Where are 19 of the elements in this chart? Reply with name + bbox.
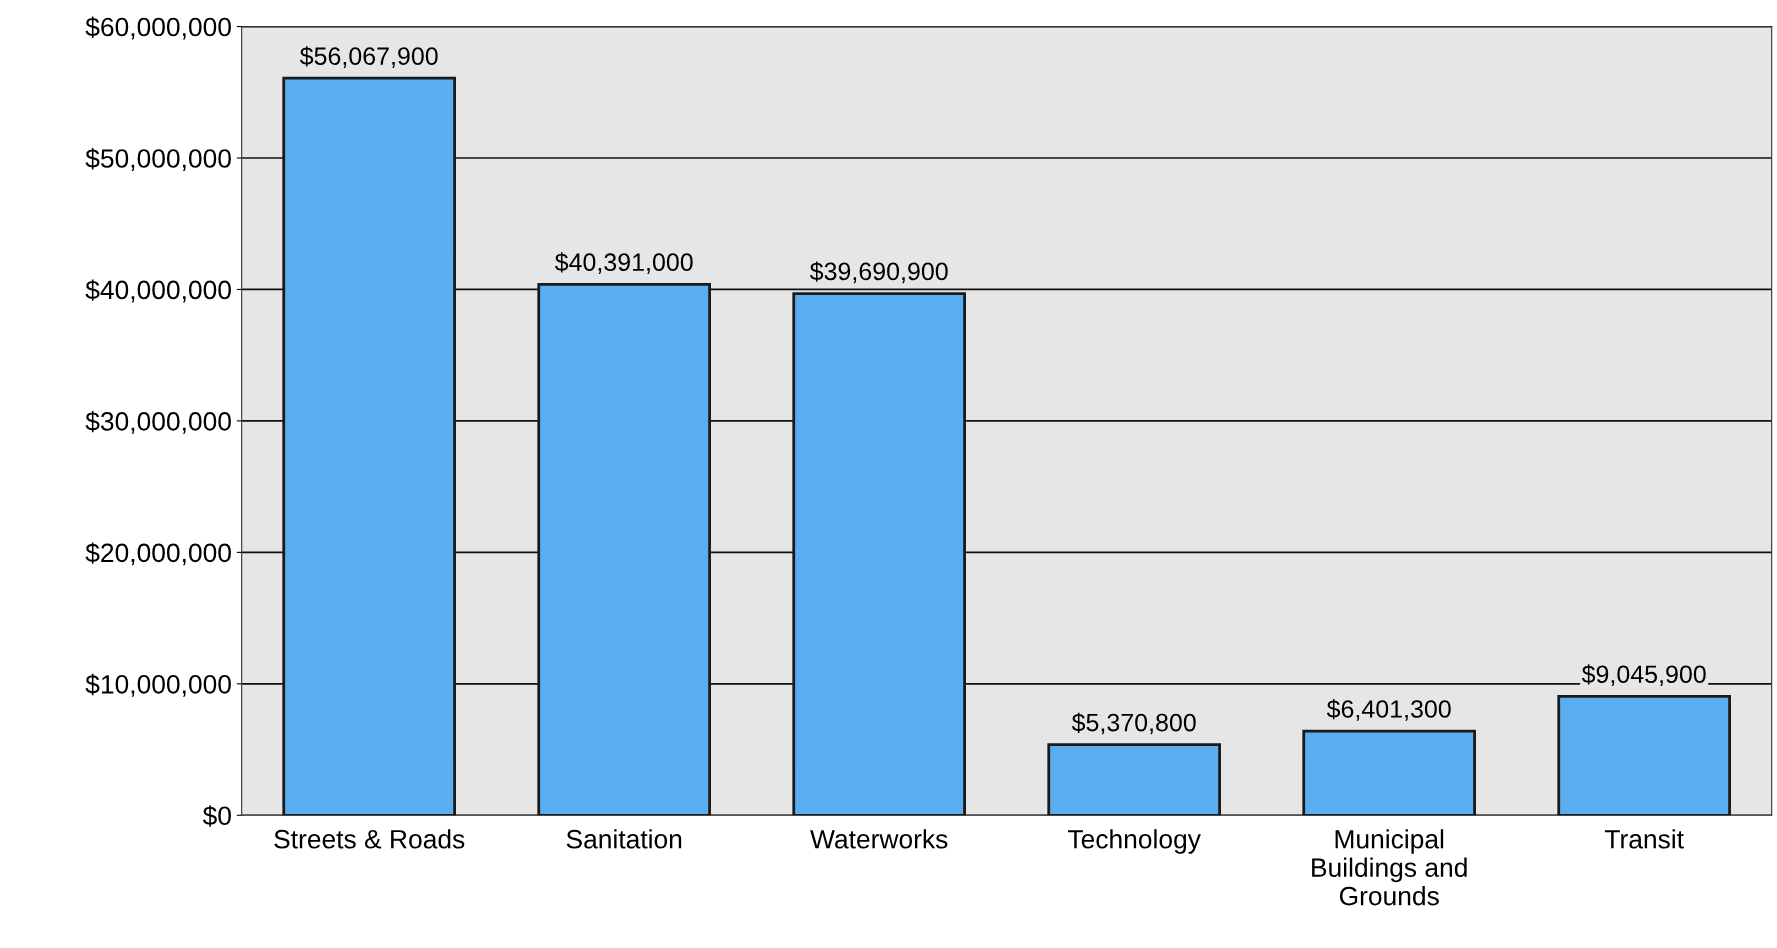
data-label: $39,690,900	[809, 261, 948, 284]
data-label: $6,401,300	[1326, 699, 1451, 721]
x-tick-label: Transit	[1604, 829, 1684, 849]
x-tick-label: Sanitation	[566, 829, 682, 849]
y-tick-label: $0	[202, 805, 231, 827]
data-label: $56,067,900	[299, 46, 438, 68]
x-tick-label: Municipal Buildings and Grounds	[1312, 829, 1467, 906]
data-label: $9,045,900	[1581, 664, 1706, 687]
x-tick-label: Streets & Roads	[274, 829, 465, 849]
y-tick-label: $40,000,000	[85, 279, 231, 303]
y-tick-label: $10,000,000	[85, 673, 231, 697]
data-label: $5,370,800	[1071, 712, 1196, 735]
y-tick-label: $60,000,000	[85, 16, 231, 40]
y-tick-label: $20,000,000	[85, 542, 231, 566]
y-tick-label: $50,000,000	[85, 148, 231, 171]
x-tick-label: Technology	[1068, 829, 1201, 854]
data-label: $40,391,000	[554, 252, 693, 274]
x-tick-label: Waterworks	[810, 829, 948, 849]
y-tick-label: $30,000,000	[85, 410, 231, 434]
